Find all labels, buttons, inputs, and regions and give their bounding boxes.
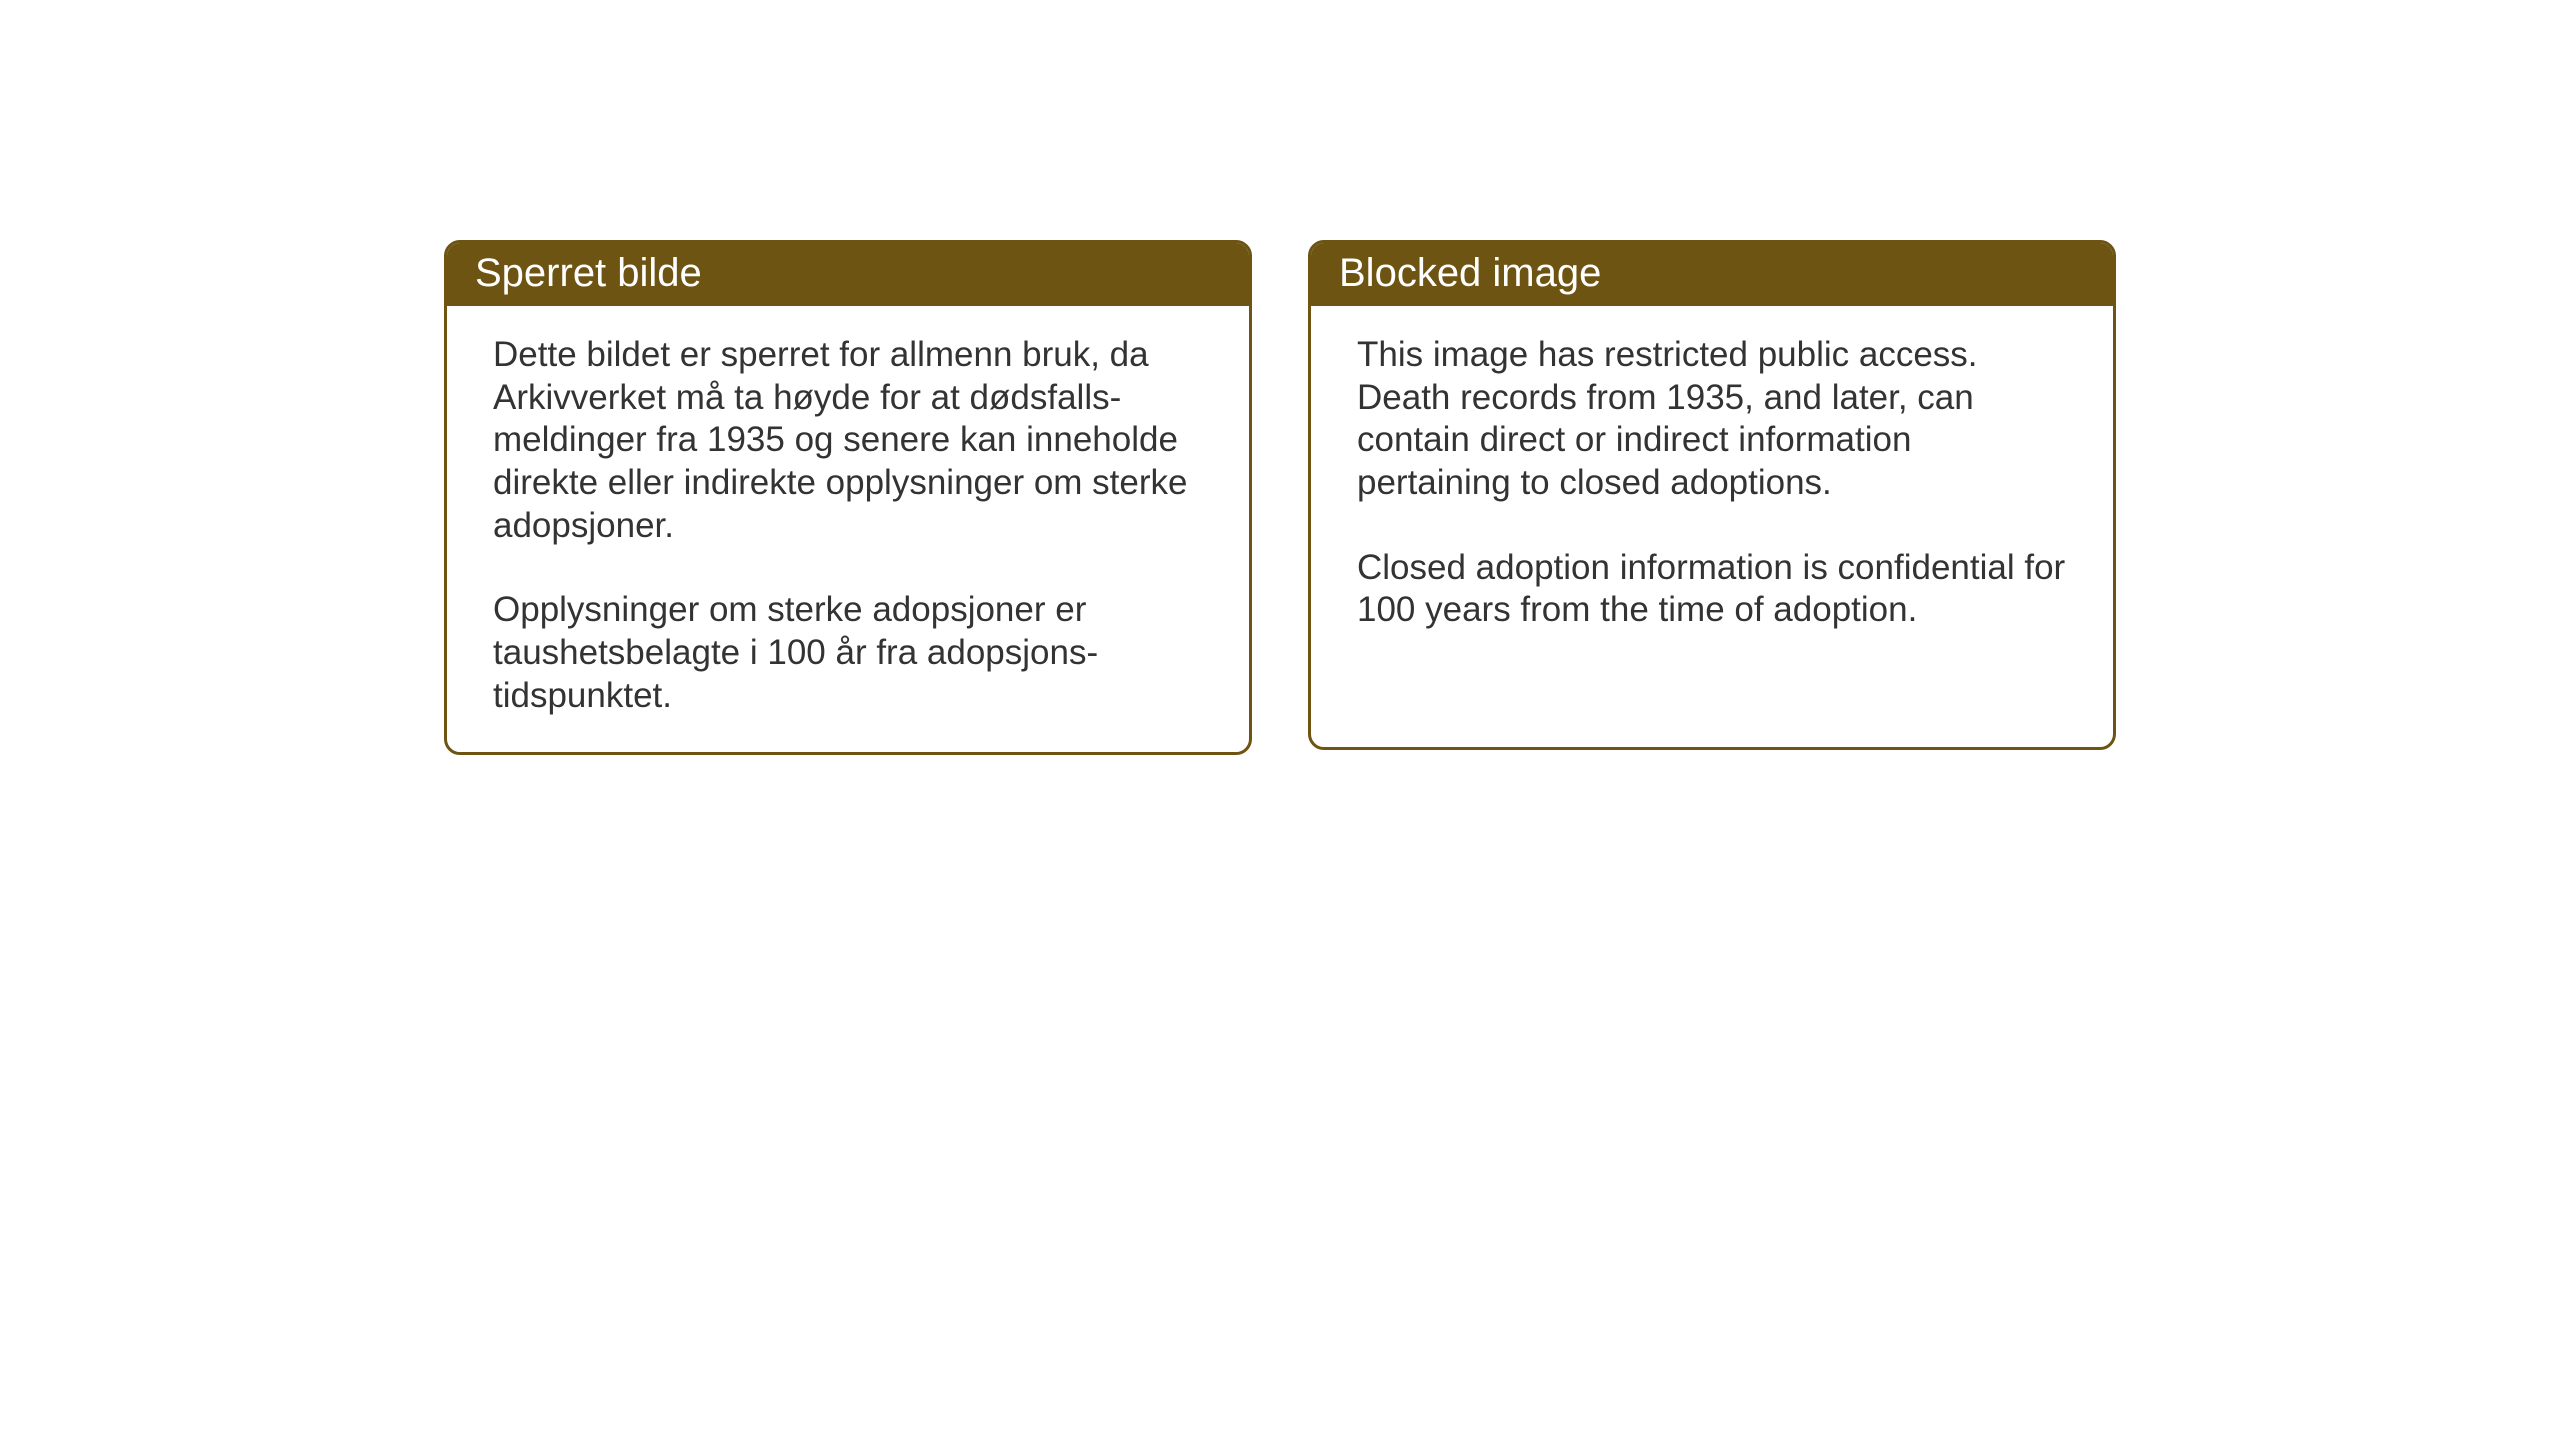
card-paragraph1-norwegian: Dette bildet er sperret for allmenn bruk… xyxy=(493,334,1203,547)
card-english: Blocked image This image has restricted … xyxy=(1308,240,2116,750)
card-title-norwegian: Sperret bilde xyxy=(475,251,702,295)
card-body-norwegian: Dette bildet er sperret for allmenn bruk… xyxy=(447,306,1249,752)
card-header-norwegian: Sperret bilde xyxy=(447,243,1249,306)
card-body-english: This image has restricted public access.… xyxy=(1311,306,2113,666)
card-paragraph2-english: Closed adoption information is confident… xyxy=(1357,547,2067,632)
card-norwegian: Sperret bilde Dette bildet er sperret fo… xyxy=(444,240,1252,755)
card-header-english: Blocked image xyxy=(1311,243,2113,306)
card-title-english: Blocked image xyxy=(1339,251,1601,295)
card-paragraph1-english: This image has restricted public access.… xyxy=(1357,334,2067,505)
cards-container: Sperret bilde Dette bildet er sperret fo… xyxy=(0,0,2560,755)
card-paragraph2-norwegian: Opplysninger om sterke adopsjoner er tau… xyxy=(493,589,1203,717)
